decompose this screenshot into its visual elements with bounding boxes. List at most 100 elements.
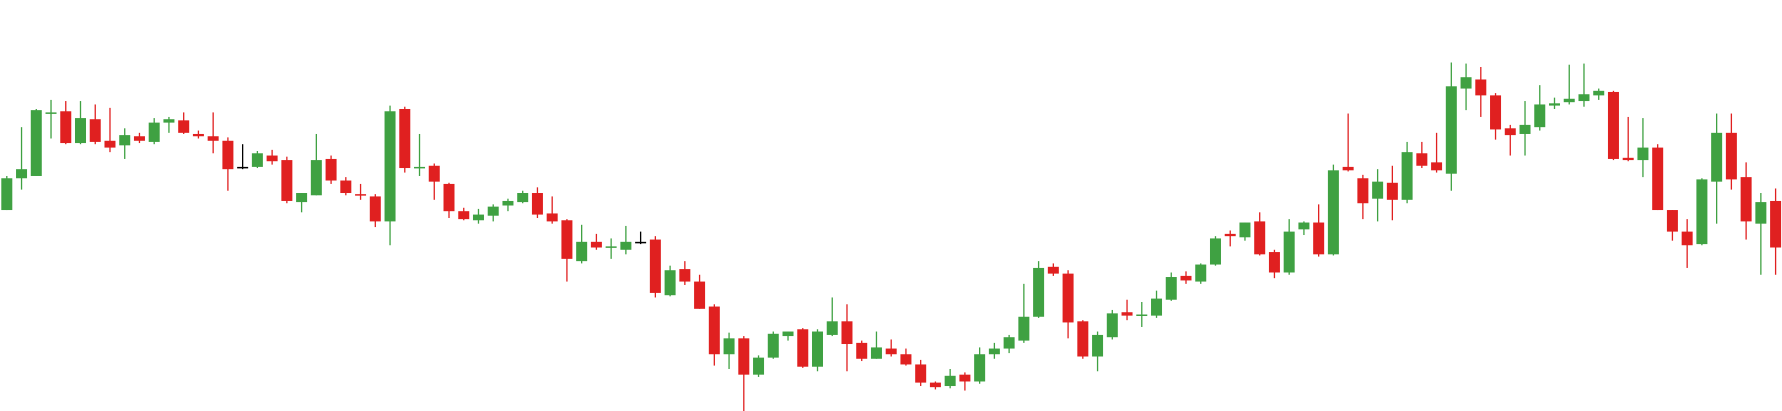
candle-body [679, 269, 691, 282]
candle-body [1209, 238, 1221, 265]
candle-body [163, 119, 175, 123]
candle-body [1681, 231, 1693, 246]
candle-body [517, 193, 529, 203]
candle-body [1106, 313, 1118, 338]
candle-body [1357, 178, 1369, 204]
candle-body [296, 193, 308, 203]
candle-body [856, 342, 868, 359]
candle-body [133, 136, 145, 141]
candle-body [237, 166, 249, 169]
candle-body [192, 133, 204, 137]
candle-body [428, 165, 440, 182]
candle-body [369, 196, 381, 222]
candle-body [1431, 162, 1443, 171]
candle-body [1578, 94, 1590, 102]
candle-body [1136, 314, 1148, 316]
candle-body [310, 160, 322, 196]
candle-body [1711, 132, 1723, 182]
candle-body [812, 331, 823, 367]
candle-body [1062, 273, 1074, 323]
candle-body [45, 112, 57, 114]
candle-body [1165, 277, 1177, 300]
candle-body [1696, 179, 1708, 245]
candle-body [546, 213, 558, 222]
candle-body [487, 206, 499, 216]
candle-body [60, 111, 72, 144]
candle-body [1372, 181, 1384, 199]
candle-body [1224, 233, 1236, 237]
candle-body [782, 331, 794, 337]
candle-body [355, 194, 367, 196]
candle-body [1151, 298, 1163, 316]
candle-body [576, 241, 588, 262]
candle-body [1313, 222, 1325, 255]
candle-body [281, 160, 293, 201]
candle-body [502, 200, 514, 206]
candle-body [325, 158, 337, 181]
candle-body [472, 214, 484, 221]
candle-body [1490, 95, 1502, 130]
candle-body [1254, 221, 1266, 255]
candle-body [104, 140, 116, 148]
candle-body [649, 239, 661, 293]
candle-body [1121, 312, 1133, 316]
candle-body [1018, 316, 1030, 341]
candle-body [1033, 267, 1045, 317]
candle-body [1298, 222, 1310, 230]
candle-body [988, 348, 1000, 355]
candle-body [1047, 266, 1059, 274]
candle-body [620, 241, 632, 250]
candle-body [929, 382, 941, 388]
candle-body [1534, 104, 1546, 128]
candle-body [16, 169, 28, 179]
candle-body [1342, 166, 1354, 171]
candle-body [1652, 147, 1664, 211]
candle-body [1725, 132, 1737, 180]
candle-body [1666, 210, 1678, 232]
candle-body [900, 354, 912, 365]
candle-body [841, 321, 853, 345]
candle-body [384, 111, 396, 222]
candle-body [1504, 128, 1516, 136]
candle-body [531, 193, 543, 215]
candle-body [561, 220, 573, 259]
candle-body [1195, 264, 1207, 282]
candle-body [1549, 103, 1560, 106]
candle-body [664, 270, 676, 296]
candle-body [694, 281, 706, 309]
candle-body [1077, 321, 1089, 357]
candle-body [1401, 152, 1413, 200]
candle-body [399, 108, 411, 169]
candle-body [1416, 153, 1428, 166]
candle-body [1622, 157, 1634, 161]
candle-body [1770, 200, 1782, 248]
candle-body [266, 155, 278, 162]
candle-body [605, 246, 617, 248]
candle-body [1519, 124, 1531, 134]
candle-body [1, 178, 13, 211]
candle-body [1475, 79, 1487, 96]
candle-body [974, 354, 986, 382]
candle-body [251, 153, 263, 167]
candle-body [1283, 231, 1295, 273]
candle-body [738, 338, 750, 375]
candle-body [1637, 147, 1649, 161]
candle-body [915, 364, 927, 383]
candle-body [870, 347, 882, 359]
candle-body [959, 374, 971, 382]
candle-body [1268, 252, 1280, 273]
candle-body [1386, 182, 1398, 200]
candle-body [767, 333, 779, 358]
candle-body [119, 135, 131, 146]
candle-body [708, 306, 720, 355]
candle-body [1003, 337, 1015, 349]
candle-body [1092, 334, 1104, 357]
candle-body [89, 119, 101, 142]
candle-body [723, 338, 735, 355]
candle-body [1327, 170, 1339, 255]
candle-body [826, 321, 838, 335]
candle-body [1563, 98, 1575, 103]
candle-body [75, 118, 86, 144]
candle-body [443, 183, 455, 212]
